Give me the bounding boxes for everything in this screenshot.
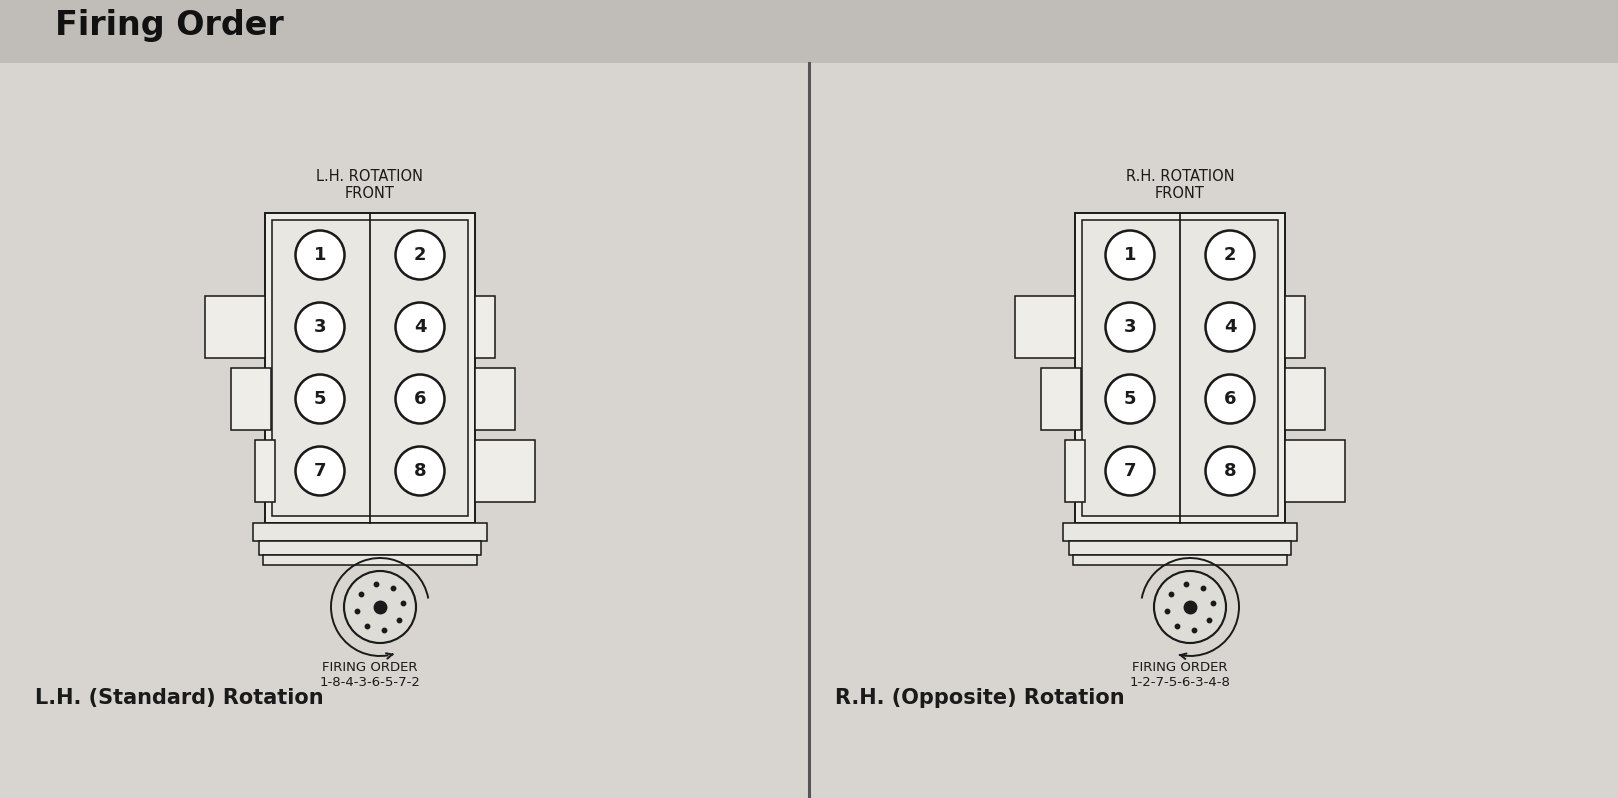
Text: FIRING ORDER
1-8-4-3-6-5-7-2: FIRING ORDER 1-8-4-3-6-5-7-2 [320, 661, 421, 689]
Text: 7: 7 [314, 462, 327, 480]
Bar [1074, 213, 1285, 523]
Bar [1063, 523, 1298, 541]
Bar [1040, 368, 1081, 430]
Circle shape [1105, 302, 1155, 351]
Circle shape [296, 302, 345, 351]
Text: R.H. (Opposite) Rotation: R.H. (Opposite) Rotation [835, 688, 1125, 708]
Bar [1285, 440, 1345, 502]
Bar [205, 296, 265, 358]
Circle shape [1154, 571, 1226, 643]
Text: 8: 8 [414, 462, 426, 480]
Circle shape [1205, 447, 1254, 496]
Bar [259, 541, 481, 555]
Text: FIRING ORDER
1-2-7-5-6-3-4-8: FIRING ORDER 1-2-7-5-6-3-4-8 [1129, 661, 1230, 689]
Text: 5: 5 [314, 390, 327, 408]
Bar [1285, 296, 1306, 358]
Text: L.H. ROTATION
FRONT: L.H. ROTATION FRONT [317, 168, 424, 201]
Text: 5: 5 [1125, 390, 1136, 408]
Bar [476, 296, 495, 358]
Text: 2: 2 [1223, 246, 1236, 264]
Bar [476, 440, 536, 502]
Bar [0, 0, 1618, 63]
Bar [476, 368, 515, 430]
Circle shape [1205, 231, 1254, 279]
Text: 7: 7 [1125, 462, 1136, 480]
Bar [256, 440, 275, 502]
Circle shape [1205, 302, 1254, 351]
Circle shape [1105, 231, 1155, 279]
Text: 3: 3 [314, 318, 327, 336]
Text: 4: 4 [1223, 318, 1236, 336]
Circle shape [395, 374, 445, 424]
Circle shape [296, 231, 345, 279]
Bar [1073, 555, 1286, 565]
Text: R.H. ROTATION
FRONT: R.H. ROTATION FRONT [1126, 168, 1235, 201]
Bar [1069, 541, 1291, 555]
Circle shape [296, 447, 345, 496]
Bar [272, 220, 468, 516]
Bar [264, 555, 477, 565]
Text: 6: 6 [414, 390, 426, 408]
Bar [1285, 368, 1325, 430]
Text: 3: 3 [1125, 318, 1136, 336]
Bar [1065, 440, 1086, 502]
Text: L.H. (Standard) Rotation: L.H. (Standard) Rotation [36, 688, 324, 708]
Text: 4: 4 [414, 318, 426, 336]
Circle shape [1205, 374, 1254, 424]
Bar [265, 213, 476, 523]
Circle shape [296, 374, 345, 424]
Bar [1014, 296, 1074, 358]
Circle shape [395, 302, 445, 351]
Text: 8: 8 [1223, 462, 1236, 480]
Text: 1: 1 [1125, 246, 1136, 264]
Circle shape [395, 447, 445, 496]
Bar [231, 368, 270, 430]
Text: 6: 6 [1223, 390, 1236, 408]
Bar [252, 523, 487, 541]
Circle shape [345, 571, 416, 643]
Text: 1: 1 [314, 246, 327, 264]
Circle shape [1105, 447, 1155, 496]
Circle shape [1105, 374, 1155, 424]
Text: 2: 2 [414, 246, 426, 264]
Bar [1082, 220, 1278, 516]
Circle shape [395, 231, 445, 279]
Text: Firing Order: Firing Order [55, 10, 283, 42]
